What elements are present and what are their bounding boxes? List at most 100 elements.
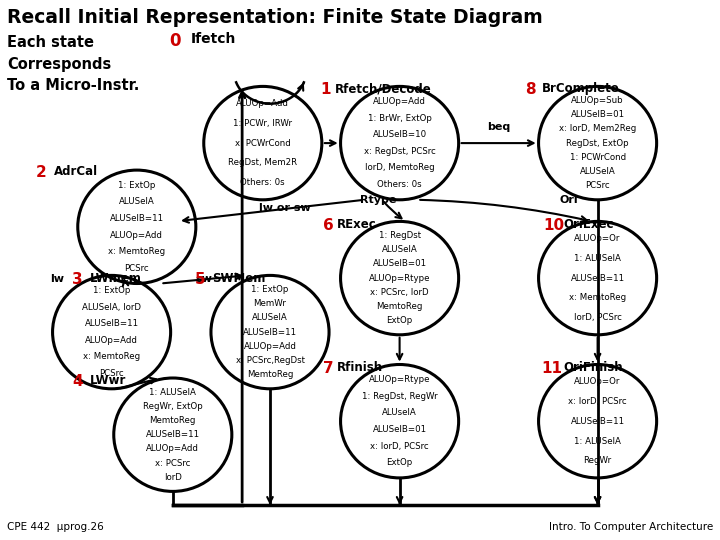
Text: 5: 5 [194, 272, 205, 287]
Text: ALUSelB=01: ALUSelB=01 [372, 259, 427, 268]
Text: ALUSelA: ALUSelA [382, 245, 418, 254]
Text: lw: lw [50, 274, 65, 285]
Text: LWmem: LWmem [90, 272, 142, 285]
Text: PCSrc: PCSrc [585, 181, 610, 190]
Text: ALUOp=Add: ALUOp=Add [146, 444, 199, 454]
Text: Ori: Ori [559, 195, 578, 205]
Text: 1: BrWr, ExtOp: 1: BrWr, ExtOp [368, 114, 431, 123]
Text: ALUSelA, IorD: ALUSelA, IorD [82, 303, 141, 312]
Text: OriFinish: OriFinish [563, 361, 623, 374]
Text: 8: 8 [526, 82, 536, 97]
Text: ALUOp=Add: ALUOp=Add [373, 97, 426, 106]
Text: MemWr: MemWr [253, 299, 287, 308]
Text: 11: 11 [541, 361, 562, 376]
Text: BrComplete: BrComplete [541, 82, 619, 95]
Text: ALUSelB=11: ALUSelB=11 [84, 319, 139, 328]
Text: 6: 6 [323, 218, 333, 233]
Text: 3: 3 [72, 272, 83, 287]
Text: 1: 1 [320, 82, 331, 97]
Text: SWMem: SWMem [212, 272, 266, 285]
Text: ALUOp=Rtype: ALUOp=Rtype [369, 375, 431, 384]
Text: ALUSelB=11: ALUSelB=11 [570, 274, 625, 282]
Text: x: PCWrCond: x: PCWrCond [235, 139, 291, 147]
Text: ALUSelB=11: ALUSelB=11 [145, 430, 200, 439]
Text: Rfetch/Decode: Rfetch/Decode [335, 82, 431, 95]
Text: ALUSelA: ALUSelA [119, 198, 155, 206]
Text: Recall Initial Representation: Finite State Diagram: Recall Initial Representation: Finite St… [7, 8, 543, 27]
Text: x: IorD, PCSrc: x: IorD, PCSrc [370, 442, 429, 450]
Text: Others: 0s: Others: 0s [240, 178, 285, 187]
Text: ALUSelA: ALUSelA [252, 313, 288, 322]
Text: 1: PCWrCond: 1: PCWrCond [570, 153, 626, 162]
Text: Corresponds: Corresponds [7, 57, 112, 72]
Text: 1: ExtOp: 1: ExtOp [93, 286, 130, 295]
Text: RegWr: RegWr [583, 456, 612, 465]
Text: MemtoReg: MemtoReg [377, 302, 423, 311]
Text: 1: ALUSelA: 1: ALUSelA [574, 436, 621, 446]
Text: IorD: IorD [164, 472, 181, 482]
Text: LWwr: LWwr [90, 374, 127, 387]
Text: OriExec: OriExec [563, 218, 613, 231]
Text: RExec: RExec [337, 218, 377, 231]
Text: ExtOp: ExtOp [387, 458, 413, 467]
Text: x: MemtoReg: x: MemtoReg [569, 293, 626, 302]
Text: Rtype: Rtype [360, 195, 396, 205]
Text: AdrCal: AdrCal [54, 165, 98, 178]
Text: RegWr, ExtOp: RegWr, ExtOp [143, 402, 202, 411]
Text: x: PCSrc, IorD: x: PCSrc, IorD [370, 288, 429, 297]
Text: ALUSelB=11: ALUSelB=11 [570, 417, 625, 426]
Text: x: RegDst, PCSrc: x: RegDst, PCSrc [364, 147, 436, 156]
Text: PCSrc: PCSrc [99, 369, 124, 378]
Text: 1: ALUSelA: 1: ALUSelA [149, 388, 197, 397]
Text: Others: 0s: Others: 0s [377, 180, 422, 189]
Text: 1: ExtOp: 1: ExtOp [251, 285, 289, 294]
Text: ALUOp=Sub: ALUOp=Sub [571, 96, 624, 105]
Text: 7: 7 [323, 361, 333, 376]
Text: 1: ALUSelA: 1: ALUSelA [574, 254, 621, 263]
Text: x: PCSrc,RegDst: x: PCSrc,RegDst [235, 356, 305, 365]
Text: x: IorD, Mem2Reg: x: IorD, Mem2Reg [559, 124, 636, 133]
Text: MemtoReg: MemtoReg [150, 416, 196, 425]
Text: ALUOp=Add: ALUOp=Add [236, 99, 289, 108]
Text: 0: 0 [169, 32, 181, 50]
Text: RegDst, Mem2R: RegDst, Mem2R [228, 158, 297, 167]
Text: ALUSelB=01: ALUSelB=01 [570, 110, 625, 119]
Text: RegDst, ExtOp: RegDst, ExtOp [567, 139, 629, 147]
Text: x: PCSrc: x: PCSrc [155, 458, 191, 468]
Text: x: IorD, PCSrc: x: IorD, PCSrc [568, 397, 627, 406]
Text: 1: PCWr, IRWr: 1: PCWr, IRWr [233, 119, 292, 128]
Text: 10: 10 [544, 218, 564, 233]
Text: ALUOp=Add: ALUOp=Add [110, 231, 163, 240]
Text: ALUOp=Rtype: ALUOp=Rtype [369, 274, 431, 282]
Text: beq: beq [487, 122, 510, 132]
Text: ALUSelB=01: ALUSelB=01 [372, 425, 427, 434]
Text: IorD, MemtoReg: IorD, MemtoReg [365, 164, 434, 172]
Text: x: MemtoReg: x: MemtoReg [83, 353, 140, 361]
Text: CPE 442  µprog.26: CPE 442 µprog.26 [7, 522, 104, 532]
Text: ALUOp=Or: ALUOp=Or [575, 377, 621, 386]
Text: ALUSelB=11: ALUSelB=11 [109, 214, 164, 223]
Text: Ifetch: Ifetch [191, 32, 236, 46]
Text: sw: sw [195, 274, 212, 285]
Text: ALUOp=Add: ALUOp=Add [85, 336, 138, 345]
Text: ALUSelB=10: ALUSelB=10 [372, 130, 427, 139]
Text: MemtoReg: MemtoReg [247, 370, 293, 379]
Text: IorD, PCSrc: IorD, PCSrc [574, 313, 621, 322]
Text: 1: ExtOp: 1: ExtOp [118, 181, 156, 190]
Text: To a Micro-Instr.: To a Micro-Instr. [7, 78, 140, 93]
Text: Each state: Each state [7, 35, 94, 50]
Text: lw or sw: lw or sw [258, 203, 310, 213]
Text: 1: RegDst, RegWr: 1: RegDst, RegWr [361, 392, 438, 401]
Text: 4: 4 [72, 374, 83, 389]
Text: 2: 2 [36, 165, 47, 180]
Text: ExtOp: ExtOp [387, 316, 413, 325]
Text: PCSrc: PCSrc [125, 264, 149, 273]
Text: ALUOp=Or: ALUOp=Or [575, 234, 621, 243]
Text: ALUOp=Add: ALUOp=Add [243, 342, 297, 351]
Text: 1: RegDst: 1: RegDst [379, 231, 420, 240]
Text: Rfinish: Rfinish [337, 361, 383, 374]
Text: ALUSelA: ALUSelA [580, 167, 616, 176]
Text: x: MemtoReg: x: MemtoReg [108, 247, 166, 256]
Text: ALUSelB=11: ALUSelB=11 [243, 328, 297, 336]
Text: Intro. To Computer Architecture: Intro. To Computer Architecture [549, 522, 713, 532]
